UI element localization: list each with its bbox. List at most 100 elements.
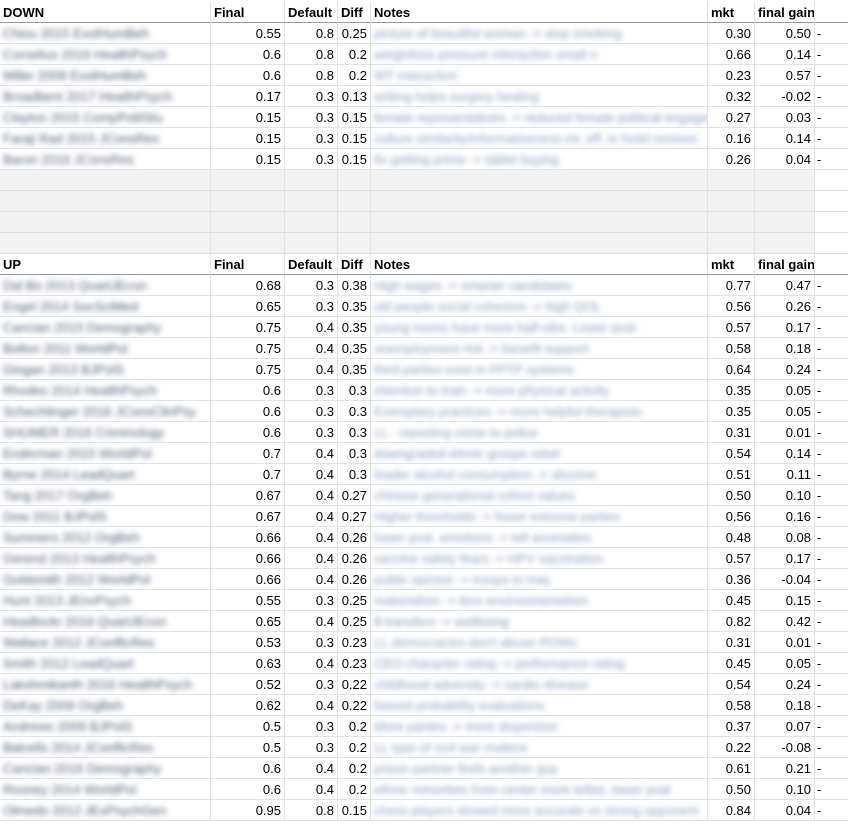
col-final-header[interactable]: Final (211, 2, 285, 23)
final-cell[interactable]: 0.62 (211, 695, 285, 716)
final-cell[interactable]: 0.95 (211, 800, 285, 821)
study-cell[interactable]: Gingan 2013 BJPolS (0, 359, 211, 380)
col-notes-header[interactable]: Notes (371, 254, 708, 275)
study-cell[interactable]: Dow 2011 BJPolS (0, 506, 211, 527)
mkt-cell[interactable]: 0.56 (708, 506, 755, 527)
notes-cell[interactable]: WT interaction (371, 65, 708, 86)
study-cell[interactable]: Broadbent 2017 HealthPsych (0, 86, 211, 107)
final-gain-cell[interactable]: 0.14 (755, 443, 815, 464)
notes-cell[interactable]: ethnic minorities from center more lefti… (371, 779, 708, 800)
study-cell[interactable]: Cancian 2015 Demography (0, 317, 211, 338)
diff-cell[interactable]: 0.3 (338, 464, 371, 485)
final-gain-cell[interactable]: 0.11 (755, 464, 815, 485)
empty-cell[interactable] (708, 212, 755, 233)
mkt-cell[interactable]: 0.48 (708, 527, 755, 548)
study-cell[interactable]: Byrne 2014 LeadQuart (0, 464, 211, 485)
final-gain-cell[interactable]: 0.04 (755, 149, 815, 170)
notes-cell[interactable]: leader alcohol consumption -> abusive (371, 464, 708, 485)
empty-cell[interactable] (338, 212, 371, 233)
dash-cell[interactable]: - (815, 695, 848, 716)
notes-cell[interactable]: biased probability evaluations (371, 695, 708, 716)
default-cell[interactable]: 0.3 (285, 716, 338, 737)
empty-cell[interactable] (755, 212, 815, 233)
diff-cell[interactable]: 0.38 (338, 275, 371, 296)
dash-cell[interactable]: - (815, 401, 848, 422)
final-gain-cell[interactable]: 0.07 (755, 716, 815, 737)
col-notes-header[interactable]: Notes (371, 2, 708, 23)
notes-cell[interactable]: picture of beautiful woman -> stop smoki… (371, 23, 708, 44)
default-cell[interactable]: 0.4 (285, 338, 338, 359)
dash-cell[interactable]: - (815, 548, 848, 569)
final-cell[interactable]: 0.75 (211, 338, 285, 359)
dash-cell[interactable]: - (815, 149, 848, 170)
final-cell[interactable]: 0.6 (211, 422, 285, 443)
final-gain-cell[interactable]: 0.05 (755, 401, 815, 422)
empty-cell[interactable] (285, 170, 338, 191)
col-gain-header[interactable]: final gain (755, 2, 815, 23)
final-cell[interactable]: 0.66 (211, 569, 285, 590)
dash-cell[interactable]: - (815, 485, 848, 506)
notes-cell[interactable]: young moms have more half-sibs. Lower pv… (371, 317, 708, 338)
empty-cell[interactable] (338, 233, 371, 254)
final-cell[interactable]: 0.66 (211, 527, 285, 548)
study-cell[interactable]: Enderman 2015 WorldPol (0, 443, 211, 464)
final-cell[interactable]: 0.67 (211, 485, 285, 506)
default-cell[interactable]: 0.4 (285, 317, 338, 338)
empty-cell[interactable] (0, 212, 211, 233)
diff-cell[interactable]: 0.2 (338, 716, 371, 737)
default-cell[interactable]: 0.8 (285, 65, 338, 86)
mkt-cell[interactable]: 0.84 (708, 800, 755, 821)
final-cell[interactable]: 0.65 (211, 611, 285, 632)
dash-cell[interactable]: - (815, 338, 848, 359)
final-cell[interactable]: 0.6 (211, 44, 285, 65)
mkt-cell[interactable]: 0.30 (708, 23, 755, 44)
notes-cell[interactable]: materialism -> less environmentalism (371, 590, 708, 611)
diff-cell[interactable]: 0.23 (338, 632, 371, 653)
study-cell[interactable]: Summers 2012 OrgBeh (0, 527, 211, 548)
empty-cell[interactable] (285, 233, 338, 254)
empty-cell[interactable] (338, 170, 371, 191)
empty-cell[interactable] (285, 212, 338, 233)
default-cell[interactable]: 0.4 (285, 779, 338, 800)
notes-cell[interactable]: LL - reporting crime to police (371, 422, 708, 443)
default-cell[interactable]: 0.4 (285, 506, 338, 527)
final-gain-cell[interactable]: 0.21 (755, 758, 815, 779)
empty-cell[interactable] (211, 233, 285, 254)
final-cell[interactable]: 0.68 (211, 275, 285, 296)
diff-cell[interactable]: 0.25 (338, 590, 371, 611)
dash-cell[interactable]: - (815, 107, 848, 128)
diff-cell[interactable]: 0.25 (338, 23, 371, 44)
col-final-header[interactable]: Final (211, 254, 285, 275)
mkt-cell[interactable]: 0.50 (708, 485, 755, 506)
empty-cell[interactable] (708, 233, 755, 254)
final-gain-cell[interactable]: 0.14 (755, 128, 815, 149)
final-gain-cell[interactable]: -0.04 (755, 569, 815, 590)
final-cell[interactable]: 0.63 (211, 653, 285, 674)
final-gain-cell[interactable]: -0.08 (755, 737, 815, 758)
notes-cell[interactable]: Exemplary practices -> more helpful ther… (371, 401, 708, 422)
empty-cell[interactable] (755, 191, 815, 212)
mkt-cell[interactable]: 0.54 (708, 674, 755, 695)
mkt-cell[interactable]: 0.82 (708, 611, 755, 632)
default-cell[interactable]: 0.4 (285, 758, 338, 779)
notes-cell[interactable]: childhood adversity -> cardio disease (371, 674, 708, 695)
study-cell[interactable]: Rhodes 2014 HealthPsych (0, 380, 211, 401)
empty-cell[interactable] (371, 191, 708, 212)
col-mkt-header[interactable]: mkt (708, 254, 755, 275)
default-cell[interactable]: 0.3 (285, 422, 338, 443)
final-cell[interactable]: 0.6 (211, 401, 285, 422)
mkt-cell[interactable]: 0.31 (708, 422, 755, 443)
notes-cell[interactable]: lower pval. emotions -> tell anomalies (371, 527, 708, 548)
final-gain-cell[interactable]: 0.03 (755, 107, 815, 128)
default-cell[interactable]: 0.3 (285, 296, 338, 317)
dash-cell[interactable]: - (815, 674, 848, 695)
diff-cell[interactable]: 0.13 (338, 86, 371, 107)
final-gain-cell[interactable]: 0.10 (755, 485, 815, 506)
final-gain-cell[interactable]: 0.50 (755, 23, 815, 44)
empty-cell[interactable] (285, 191, 338, 212)
final-cell[interactable]: 0.5 (211, 716, 285, 737)
diff-cell[interactable]: 0.3 (338, 443, 371, 464)
empty-cell[interactable] (211, 212, 285, 233)
dash-cell[interactable]: - (815, 779, 848, 800)
final-gain-cell[interactable]: 0.15 (755, 590, 815, 611)
